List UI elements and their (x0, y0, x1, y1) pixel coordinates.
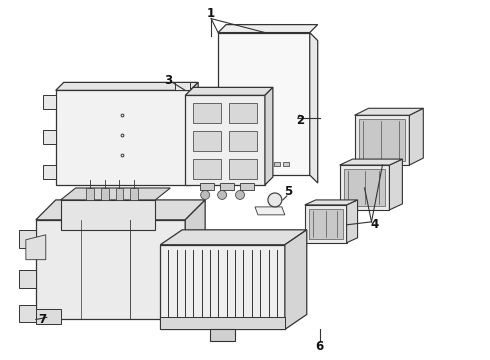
Polygon shape (409, 108, 423, 165)
Polygon shape (310, 32, 318, 183)
Polygon shape (61, 200, 155, 230)
Polygon shape (346, 200, 358, 243)
Polygon shape (193, 131, 221, 151)
Polygon shape (240, 183, 254, 190)
Polygon shape (36, 310, 61, 324)
Text: 3: 3 (164, 74, 172, 87)
Polygon shape (36, 220, 185, 319)
Text: 2: 2 (296, 114, 304, 127)
Polygon shape (26, 235, 46, 260)
Polygon shape (390, 159, 402, 210)
Circle shape (218, 190, 226, 199)
Polygon shape (19, 230, 36, 248)
Polygon shape (185, 200, 205, 319)
Polygon shape (193, 103, 221, 123)
Polygon shape (190, 82, 198, 185)
Polygon shape (56, 90, 190, 185)
Polygon shape (340, 159, 402, 165)
Polygon shape (43, 165, 56, 179)
Polygon shape (265, 87, 273, 185)
Polygon shape (218, 32, 310, 175)
Polygon shape (240, 172, 246, 178)
Polygon shape (43, 130, 56, 144)
Polygon shape (229, 159, 257, 179)
Polygon shape (218, 24, 318, 32)
Circle shape (201, 190, 210, 199)
Text: 4: 4 (370, 218, 379, 231)
Polygon shape (160, 245, 285, 329)
Polygon shape (19, 305, 36, 323)
Polygon shape (309, 209, 343, 239)
Polygon shape (220, 183, 234, 190)
Circle shape (236, 190, 245, 199)
Polygon shape (36, 200, 205, 220)
Polygon shape (160, 230, 307, 245)
Polygon shape (86, 188, 94, 200)
Polygon shape (130, 188, 138, 200)
Polygon shape (193, 159, 221, 179)
Polygon shape (340, 165, 390, 210)
Polygon shape (355, 108, 423, 115)
Polygon shape (359, 119, 405, 161)
Polygon shape (56, 82, 198, 90)
Polygon shape (100, 188, 108, 200)
Polygon shape (248, 162, 257, 168)
Polygon shape (200, 183, 214, 190)
Polygon shape (185, 87, 273, 95)
Circle shape (268, 193, 282, 207)
Polygon shape (19, 270, 36, 288)
Polygon shape (229, 103, 257, 123)
Text: 6: 6 (316, 340, 324, 353)
Polygon shape (255, 207, 285, 215)
Polygon shape (235, 162, 244, 168)
Polygon shape (185, 95, 265, 185)
Polygon shape (283, 162, 289, 166)
Polygon shape (160, 318, 285, 329)
Polygon shape (355, 115, 409, 165)
Polygon shape (285, 230, 307, 329)
Polygon shape (229, 131, 257, 151)
Polygon shape (274, 162, 280, 166)
Polygon shape (305, 200, 358, 205)
Text: 1: 1 (207, 7, 215, 20)
Polygon shape (210, 329, 235, 341)
Polygon shape (61, 188, 171, 200)
Text: 7: 7 (39, 313, 47, 326)
Polygon shape (343, 169, 386, 206)
Polygon shape (305, 205, 346, 243)
Polygon shape (261, 162, 270, 168)
Polygon shape (116, 188, 123, 200)
Text: 5: 5 (284, 185, 292, 198)
Polygon shape (175, 82, 190, 90)
Polygon shape (43, 95, 56, 109)
